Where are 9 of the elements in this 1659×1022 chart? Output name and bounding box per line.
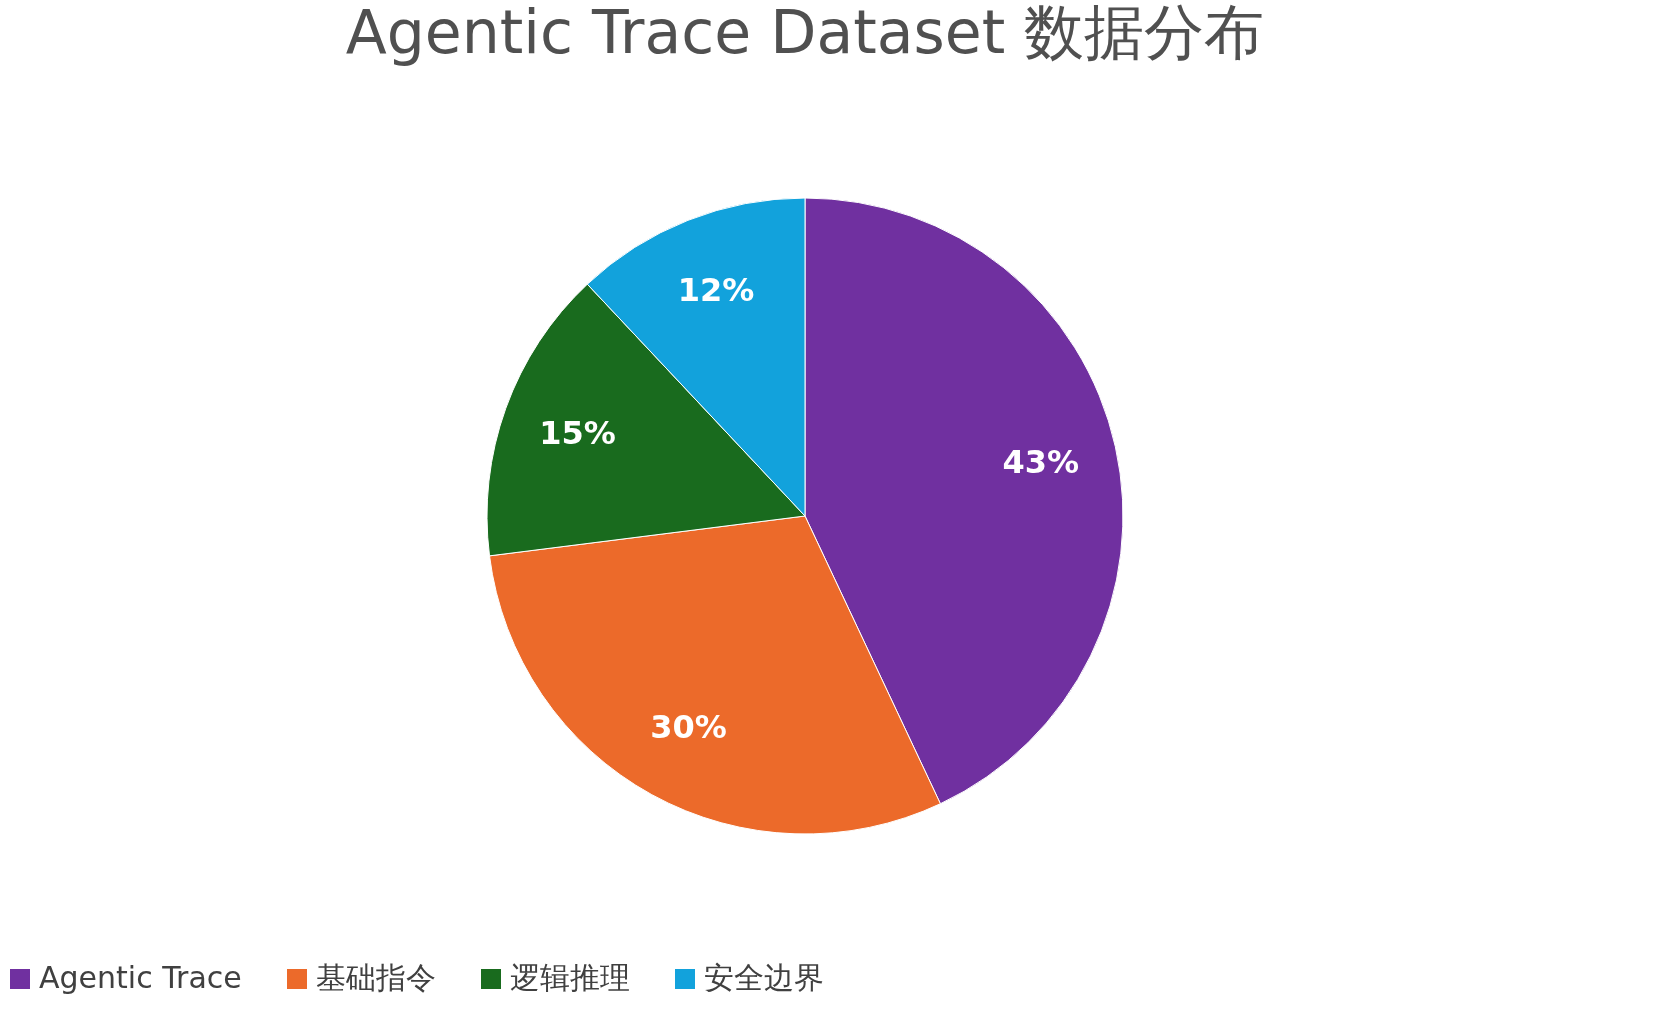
legend-label: 逻辑推理 [510, 960, 630, 995]
chart-title: Agentic Trace Dataset 数据分布 [345, 0, 1265, 67]
data-label: 43% [1002, 443, 1080, 482]
legend-label: 安全边界 [704, 960, 824, 995]
legend-label: Agentic Trace [39, 960, 242, 995]
data-label: 30% [650, 707, 727, 746]
data-label: 12% [677, 271, 755, 310]
legend-label: 基础指令 [316, 960, 436, 995]
data-label: 15% [539, 414, 616, 453]
